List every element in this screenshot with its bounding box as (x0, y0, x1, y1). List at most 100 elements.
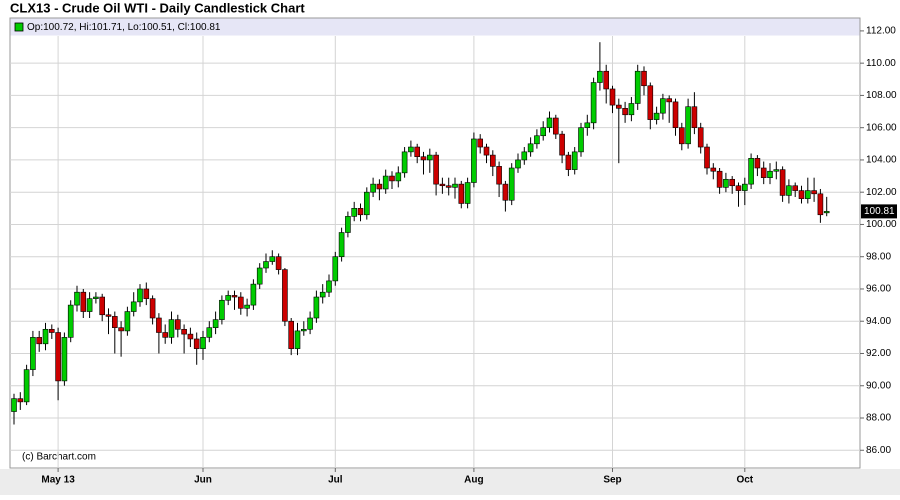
candle-body (263, 261, 269, 269)
candle-body (112, 316, 118, 328)
candle-body (502, 183, 509, 201)
candle-body (445, 185, 452, 188)
candle-body (175, 319, 181, 330)
y-tick-label: 90.00 (866, 380, 891, 391)
candle-body (143, 288, 150, 299)
candle-body (408, 146, 414, 153)
candle-body (527, 143, 534, 153)
candle-body (74, 291, 80, 306)
y-tick-label: 112.00 (866, 26, 896, 37)
legend-swatch (14, 22, 24, 32)
candle-body (80, 291, 87, 312)
x-tick-label: May 13 (41, 475, 75, 486)
candle-body (615, 104, 622, 109)
candle-body (660, 98, 666, 114)
y-tick-label: 110.00 (866, 58, 896, 69)
candle-body (678, 127, 685, 145)
candle-body (414, 146, 421, 158)
candle-body (597, 70, 603, 83)
candle-body (792, 185, 799, 191)
candle-body (521, 151, 528, 161)
candle-body (433, 154, 439, 185)
candle-body (219, 299, 225, 320)
candle-body (452, 183, 458, 188)
candle-body (200, 337, 206, 349)
candle-body (212, 319, 219, 328)
candle-body (181, 328, 187, 335)
candle-body (313, 296, 320, 319)
y-tick-label: 102.00 (866, 187, 897, 198)
candle-body (370, 183, 376, 193)
labels: 86.00 88.00 90.00 92.00 94.00 96.00 98.00 100.0… (41, 26, 897, 486)
candle-body (496, 166, 502, 185)
candle-body (723, 178, 729, 188)
candle-body (48, 328, 55, 333)
candle-body (748, 158, 754, 185)
candle-body (817, 193, 824, 216)
candle-body (685, 106, 691, 145)
x-tick-label: Jun (194, 475, 212, 486)
candle-body (704, 146, 710, 169)
candle-body (546, 117, 553, 128)
candle-body (67, 304, 74, 338)
y-tick-label: 98.00 (866, 251, 891, 262)
x-tick-label: Oct (736, 475, 753, 486)
candle-body (307, 317, 313, 330)
candle-body (17, 398, 24, 403)
candle-body (590, 82, 597, 124)
y-tick-label: 104.00 (866, 155, 897, 166)
candle-body (508, 167, 515, 201)
candle-body (584, 122, 591, 128)
candle-body (672, 101, 679, 128)
y-tick-label: 100.00 (866, 219, 897, 230)
last-price-box (861, 204, 897, 219)
candle-body (187, 333, 194, 340)
candles (11, 42, 830, 425)
candle-body (666, 98, 673, 103)
candle-body (357, 208, 364, 216)
legend-band (10, 18, 860, 36)
candle-body (439, 183, 446, 187)
candle-body (275, 256, 282, 270)
x-tick-label: Jul (328, 475, 343, 486)
candle-body (489, 154, 496, 167)
candle-body (319, 291, 326, 298)
x-axis-band (0, 469, 900, 495)
y-tick-label: 106.00 (866, 122, 897, 133)
candle-body (30, 337, 36, 370)
candle-body (206, 327, 213, 338)
candle-body (779, 169, 786, 196)
y-tick-label: 96.00 (866, 284, 891, 295)
grid (10, 30, 864, 472)
candle-body (716, 170, 723, 188)
y-tick-label: 92.00 (866, 348, 891, 359)
candle-body (760, 167, 767, 178)
candle-body (786, 185, 792, 196)
candle-body (282, 269, 288, 322)
candle-body (565, 154, 572, 170)
candle-body (804, 190, 811, 199)
legend-text: Op:100.72, Hi:101.71, Lo:100.51, Cl:100.… (27, 22, 221, 33)
candle-body (338, 232, 345, 258)
candle-body (294, 330, 301, 349)
candle-body (754, 158, 761, 169)
y-tick-label: 108.00 (866, 90, 897, 101)
candle-body (300, 328, 307, 332)
candle-body (118, 327, 124, 332)
candle-body (628, 103, 635, 116)
candle-body (426, 154, 433, 161)
last-price-label: 100.81 (864, 206, 895, 217)
candle-body (269, 256, 276, 262)
candle-body (823, 211, 830, 214)
y-tick-label: 94.00 (866, 316, 891, 327)
candle-body (401, 151, 408, 174)
candle-body (741, 183, 748, 191)
candle-body (376, 183, 383, 190)
candle-body (86, 298, 93, 312)
candle-body (42, 328, 49, 345)
candle-body (609, 88, 616, 106)
candle-body (149, 298, 156, 319)
candle-body (798, 190, 805, 199)
candle-body (458, 183, 465, 204)
candle-body (515, 159, 521, 169)
